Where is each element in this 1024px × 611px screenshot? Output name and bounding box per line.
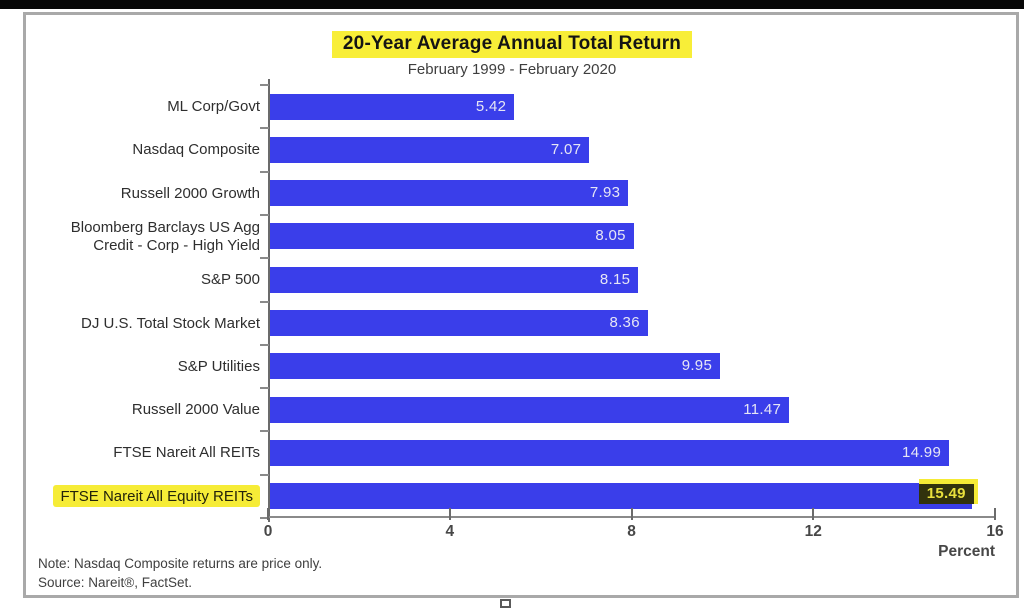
x-axis-tick-label: 0	[263, 523, 273, 540]
category-label: Russell 2000 Value	[131, 401, 260, 419]
axis-unit-label: Percent	[938, 543, 995, 560]
category-label: S&P Utilities	[177, 357, 260, 375]
bar-row: Russell 2000 Growth 7.93	[28, 172, 995, 215]
y-axis-tick	[260, 343, 269, 346]
title-highlight: 20-Year Average Annual Total Return	[331, 31, 693, 58]
category-label: Nasdaq Composite	[132, 141, 260, 159]
plot-cell: 8.15	[268, 258, 995, 301]
chart-header: 20-Year Average Annual Total Return Febr…	[0, 31, 1024, 78]
bar-value-label: 8.36	[609, 314, 640, 332]
y-axis-tick	[260, 517, 269, 519]
x-axis-tick	[630, 508, 633, 520]
category-label: Bloomberg Barclays US Agg Credit - Corp …	[70, 219, 260, 254]
chart-footnotes: Note: Nasdaq Composite returns are price…	[38, 555, 322, 593]
chart-title: 20-Year Average Annual Total Return	[0, 31, 1024, 58]
bar: 7.07	[268, 136, 590, 163]
bar-value-label: 7.07	[550, 140, 582, 158]
plot-cell: 8.36	[268, 301, 995, 344]
y-axis-tick	[260, 170, 269, 173]
y-axis-tick	[260, 84, 269, 86]
plot-cell: 9.95	[268, 345, 995, 388]
bar-value-label: 11.47	[743, 400, 782, 418]
bar: 9.95	[268, 353, 721, 380]
plot-cell: 7.07	[268, 128, 995, 171]
y-axis-tick	[260, 257, 269, 260]
category-label: FTSE Nareit All Equity REITs	[28, 485, 268, 508]
bar-value-label: 8.05	[595, 227, 626, 245]
plot-cell: 5.42	[268, 85, 995, 128]
category-label: Russell 2000 Growth	[120, 184, 260, 202]
bar-value-label: 5.42	[475, 97, 507, 115]
plot-cell: 14.99	[268, 431, 995, 474]
y-axis-tick	[260, 473, 269, 476]
bar: 8.05	[268, 223, 634, 250]
bar: 8.36	[268, 310, 648, 337]
chart-note: Note: Nasdaq Composite returns are price…	[38, 556, 323, 571]
bar: 7.93	[268, 180, 629, 207]
x-axis-tick	[267, 508, 269, 520]
bar-row: ML Corp/Govt 5.42	[28, 85, 995, 128]
plot-cell: 7.93	[268, 172, 995, 215]
x-axis-tick-label: 16	[986, 523, 1004, 540]
bar-row: Russell 2000 Value 11.47	[28, 388, 995, 431]
x-axis-tick-label: 12	[804, 523, 822, 540]
bar-row: FTSE Nareit All REITs 14.99	[28, 431, 995, 474]
bar-row: FTSE Nareit All Equity REITs 15.49	[28, 475, 995, 518]
scan-artifact-strip	[0, 0, 1024, 9]
bar-rows: ML Corp/Govt 5.42 Nasdaq Composite 7.07 Russ…	[28, 85, 995, 518]
plot-cell: 15.49	[268, 475, 995, 518]
bar-row: S&P Utilities 9.95	[28, 345, 995, 388]
bar: 15.49	[268, 479, 978, 510]
chart-subtitle: February 1999 - February 2020	[407, 61, 617, 78]
bar-row: Bloomberg Barclays US Agg Credit - Corp …	[28, 215, 995, 258]
bar-value-label-highlighted: 15.49	[918, 479, 978, 505]
artifact-box-glyph	[500, 599, 511, 608]
bar-value-label: 7.93	[589, 184, 621, 202]
x-axis-tick-label: 4	[445, 523, 455, 540]
bar-value-label: 14.99	[902, 443, 942, 461]
chart-source: Source: Nareit®, FactSet.	[38, 574, 193, 590]
bar-value-label: 9.95	[681, 357, 713, 375]
plot-cell: 11.47	[268, 388, 995, 431]
bar-row: Nasdaq Composite 7.07	[28, 128, 995, 171]
x-axis-tick	[448, 508, 451, 520]
y-axis-tick	[260, 213, 269, 216]
category-label: FTSE Nareit All REITs	[113, 444, 260, 462]
x-axis-tick	[994, 508, 996, 520]
plot-cell: 8.05	[268, 215, 995, 258]
y-axis-tick	[260, 300, 269, 303]
category-label-highlight: FTSE Nareit All Equity REITs	[53, 485, 260, 508]
y-axis-tick	[260, 430, 269, 433]
y-axis-line	[268, 79, 270, 522]
bar-value-label: 8.15	[599, 270, 631, 288]
bar: 11.47	[268, 396, 790, 423]
y-axis-tick	[260, 387, 269, 390]
bar: 14.99	[268, 439, 950, 466]
bar-chart: ML Corp/Govt 5.42 Nasdaq Composite 7.07 Russ…	[28, 79, 1004, 560]
bar: 8.15	[268, 266, 639, 293]
x-axis-tick-label: 8	[627, 523, 636, 540]
category-label: DJ U.S. Total Stock Market	[81, 314, 260, 332]
bar-row: DJ U.S. Total Stock Market 8.36	[28, 301, 995, 344]
bar: 5.42	[268, 93, 515, 120]
bar-row: S&P 500 8.15	[28, 258, 995, 301]
category-label: ML Corp/Govt	[167, 98, 260, 116]
x-axis-tick	[812, 508, 815, 520]
y-axis-tick	[260, 127, 269, 130]
category-label: S&P 500	[201, 271, 260, 289]
